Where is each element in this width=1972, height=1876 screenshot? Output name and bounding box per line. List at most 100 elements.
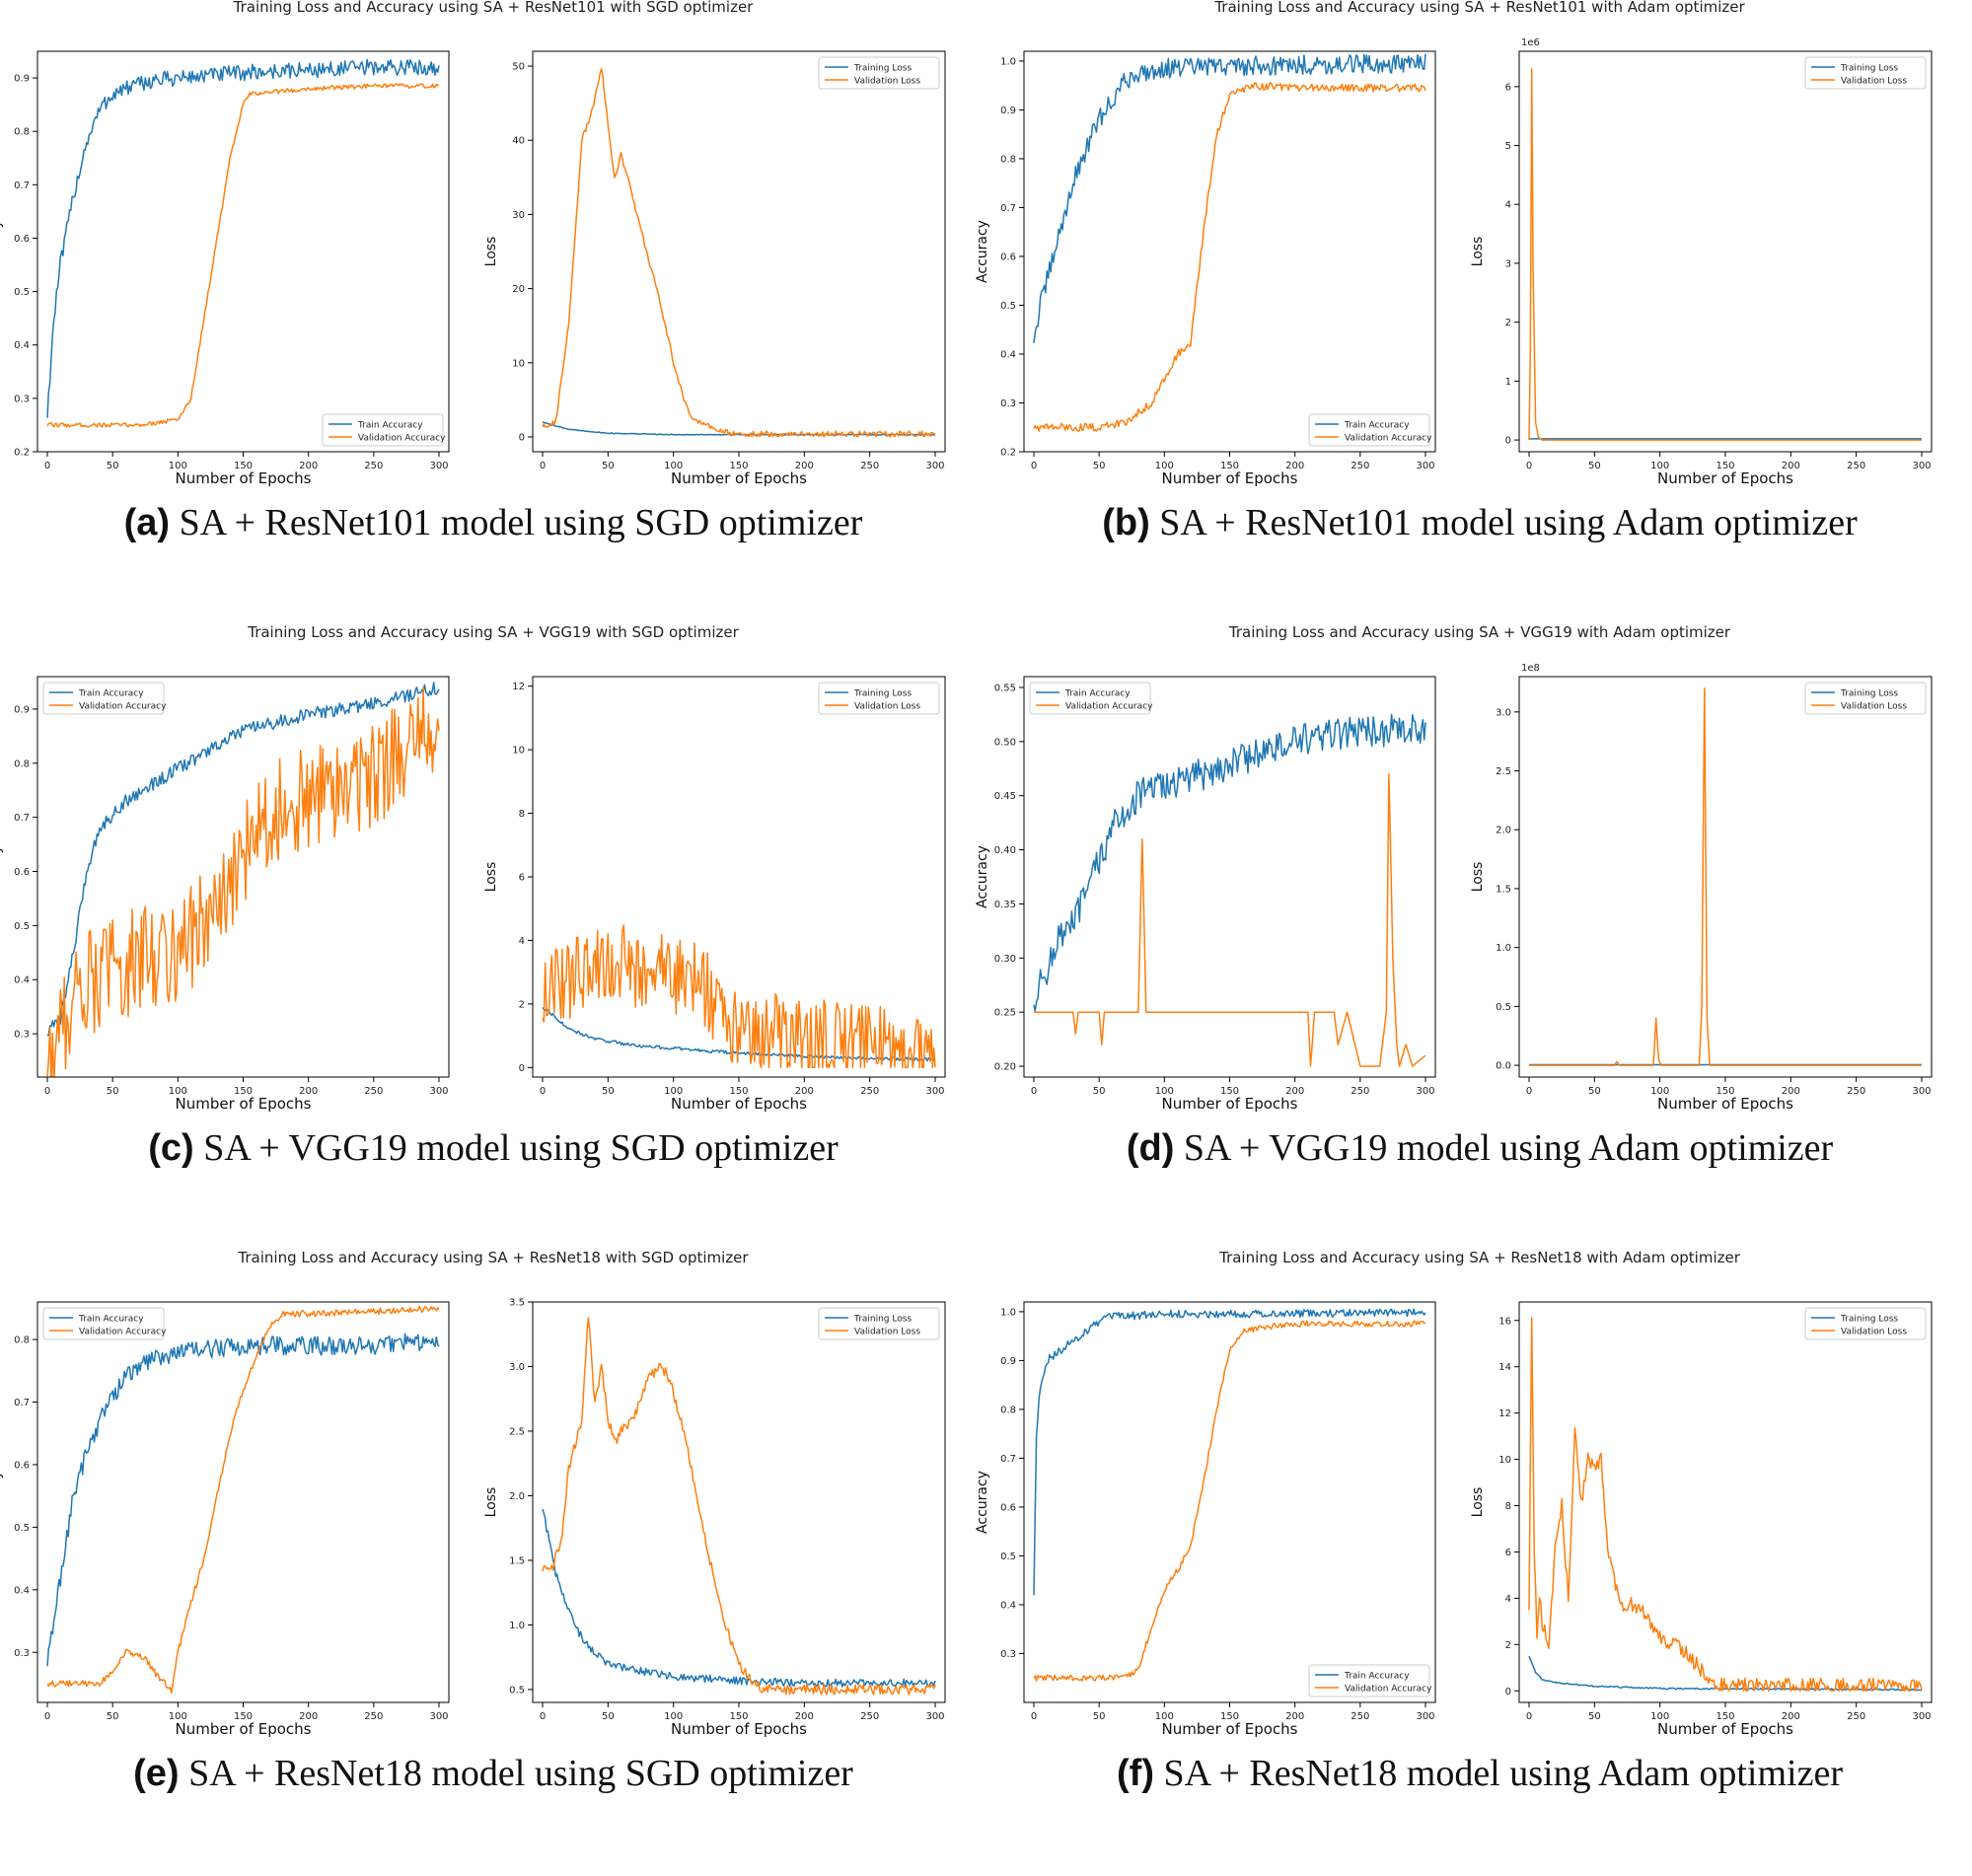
chart-c-accuracy-subplot: 0 50 100 150 200 250 300 0.3 0.4 0.5 0.6 0.7 0.8 0.9 N… [0, 676, 450, 1113]
chart-b-accuracy-xtick-label-2: 100 [1155, 461, 1174, 471]
chart-e-loss-subplot: 0 50 100 150 200 250 300 0.5 1.0 1.5 2.0 2.5 3.0 3.5 N… [483, 1298, 946, 1738]
chart-e-loss-ytick-label-3: 2.0 [509, 1491, 525, 1502]
chart-a-accuracy-line-train [46, 58, 440, 418]
chart-b-loss-ytick-label-5: 5 [1505, 141, 1511, 152]
chart-a-loss-ytick-label-3: 30 [512, 210, 525, 221]
chart-e-accuracy-legend: Train Accuracy Validation Accuracy [42, 1307, 167, 1340]
chart-c-accuracy-ylabel: Accuracy [0, 845, 4, 908]
chart-f-accuracy-ytick-label-4: 0.7 [1000, 1454, 1016, 1465]
chart-c-accuracy-legend-box [42, 682, 165, 715]
chart-c-loss-ytick-label-1: 2 [519, 999, 525, 1010]
chart-e-loss-ylabel: Loss [483, 1487, 499, 1518]
chart-c-accuracy-ytick-label-4: 0.7 [14, 813, 30, 824]
chart-c-loss-subplot: 0 50 100 150 200 250 300 0 2 4 6 8 10 12 Number of Epo… [483, 676, 946, 1113]
chart-b-loss-ytick-label-6: 6 [1505, 82, 1511, 93]
chart-c-accuracy-xtick-label-0: 0 [44, 1086, 50, 1097]
chart-e-loss-ytick-label-6: 3.5 [509, 1298, 525, 1309]
chart-b-accuracy-legend-label-1: Validation Accuracy [1345, 434, 1432, 444]
chart-f-accuracy-ytick-label-1: 0.4 [1000, 1600, 1016, 1611]
chart-a-loss-legend: Training Loss Validation Loss [818, 56, 940, 90]
chart-c-loss-xtick-label-1: 50 [602, 1086, 615, 1097]
chart-d-accuracy-xtick-label-3: 150 [1220, 1086, 1239, 1097]
chart-e-accuracy-xtick-label-4: 200 [299, 1711, 318, 1722]
chart-f-accuracy-line-validation [1033, 1320, 1426, 1682]
chart-e: Training Loss and Accuracy using SA + Re… [0, 1249, 946, 1738]
chart-a-loss-xtick-label-1: 50 [602, 461, 615, 471]
chart-b-accuracy-ylabel: Accuracy [975, 220, 990, 283]
chart-b-loss-legend: Training Loss Validation Loss [1804, 56, 1927, 90]
chart-e-loss-ytick-label-4: 2.5 [509, 1426, 525, 1437]
chart-e-loss-xtick-label-4: 200 [795, 1711, 814, 1722]
chart-f-loss-xtick-label-3: 150 [1716, 1711, 1734, 1722]
chart-c-loss-ytick-label-3: 6 [519, 873, 525, 884]
chart-b-accuracy-xtick-label-4: 200 [1285, 461, 1304, 471]
chart-a-accuracy-xtick-label-0: 0 [44, 461, 50, 471]
caption-e-letter: (e) [133, 1753, 180, 1794]
chart-d-accuracy-ylabel: Accuracy [975, 845, 990, 908]
chart-a-loss-xtick-label-6: 300 [925, 461, 944, 471]
chart-f-loss-subplot: 0 50 100 150 200 250 300 0 2 4 6 8 10 12 14 16 Number of… [1470, 1301, 1933, 1738]
chart-b-title: Training Loss and Accuracy using SA + Re… [1213, 0, 1745, 16]
chart-f-accuracy-xtick-label-3: 150 [1220, 1711, 1239, 1722]
chart-b-loss-line-validation [1528, 68, 1922, 441]
chart-d-accuracy-xtick-label-4: 200 [1285, 1086, 1304, 1097]
chart-c-accuracy-xlabel: Number of Epochs [176, 1095, 312, 1113]
chart-f-loss-line-validation [1528, 1317, 1923, 1693]
chart-c-accuracy-xtick-label-2: 100 [169, 1086, 187, 1097]
caption-f-text: SA + ResNet18 model using Adam optimizer [1153, 1753, 1843, 1794]
chart-a-accuracy-ytick-label-6: 0.8 [14, 127, 30, 138]
chart-d-accuracy-xtick-label-0: 0 [1031, 1086, 1037, 1097]
chart-a-loss-ytick-label-5: 50 [512, 62, 525, 73]
chart-b-loss-xtick-label-2: 100 [1650, 461, 1669, 471]
chart-e-accuracy-ytick-label-5: 0.8 [14, 1335, 30, 1346]
chart-d-loss-legend-box [1804, 682, 1927, 715]
chart-b-accuracy-xtick-label-5: 250 [1351, 461, 1369, 471]
chart-e-loss-xtick-label-0: 0 [540, 1711, 546, 1722]
chart-c-accuracy-line-validation [46, 686, 440, 1077]
chart-f-accuracy-subplot: 0 50 100 150 200 250 300 0.3 0.4 0.5 0.6 0.7 0.8 0.9 1… [975, 1301, 1436, 1738]
chart-f-loss-ytick-label-2: 4 [1505, 1594, 1511, 1605]
chart-e-accuracy-xtick-label-5: 250 [364, 1711, 383, 1722]
chart-b-accuracy-ytick-label-3: 0.5 [1000, 301, 1016, 312]
chart-a-accuracy-ytick-label-3: 0.5 [14, 287, 30, 298]
chart-e-loss-xtick-label-3: 150 [729, 1711, 748, 1722]
chart-d-loss-ytick-label-3: 1.5 [1496, 884, 1511, 895]
chart-c-loss-xlabel: Number of Epochs [671, 1095, 807, 1113]
chart-f-loss-ytick-label-5: 10 [1498, 1455, 1511, 1466]
chart-f-accuracy-xtick-label-1: 50 [1093, 1711, 1106, 1722]
chart-f-loss-ytick-label-4: 8 [1505, 1501, 1511, 1512]
chart-c-loss-legend-box [818, 682, 940, 715]
chart-b-accuracy-ytick-label-1: 0.3 [1000, 398, 1016, 409]
chart-b-accuracy-xtick-label-6: 300 [1416, 461, 1434, 471]
chart-c-accuracy-ytick-label-6: 0.9 [14, 704, 30, 715]
chart-e-accuracy-ytick-label-1: 0.4 [14, 1585, 30, 1596]
chart-d-accuracy-line-validation [1034, 773, 1426, 1067]
chart-d-loss-xlabel: Number of Epochs [1657, 1095, 1793, 1113]
chart-a-accuracy-xtick-label-2: 100 [169, 461, 187, 471]
caption-a-text: SA + ResNet101 model using SGD optimizer [170, 502, 863, 543]
chart-b-accuracy-legend-label-0: Train Accuracy [1344, 421, 1410, 431]
chart-d-loss-legend-label-1: Validation Loss [1841, 702, 1907, 712]
chart-f-loss-ytick-label-1: 2 [1505, 1640, 1511, 1651]
chart-a-loss-legend-label-1: Validation Loss [854, 77, 920, 87]
chart-a-accuracy-ytick-label-1: 0.3 [14, 394, 30, 404]
chart-e-accuracy-xtick-label-1: 50 [107, 1711, 119, 1722]
chart-b-loss-legend-box [1804, 56, 1927, 90]
chart-f-loss-ytick-label-6: 12 [1498, 1408, 1511, 1419]
caption-f-letter: (f) [1117, 1753, 1154, 1794]
chart-b-loss-scale-label: 1e6 [1521, 37, 1540, 48]
chart-f-loss-xtick-label-0: 0 [1526, 1711, 1532, 1722]
chart-f-accuracy-legend-box [1308, 1664, 1430, 1697]
chart-f-loss-xtick-label-5: 250 [1847, 1711, 1865, 1722]
chart-b-loss-xtick-label-1: 50 [1588, 461, 1601, 471]
chart-d-loss-legend-label-0: Training Loss [1840, 689, 1898, 699]
chart-c-loss-xtick-label-4: 200 [795, 1086, 814, 1097]
chart-a-accuracy-xtick-label-5: 250 [364, 461, 383, 471]
chart-b-loss-ytick-label-4: 4 [1505, 200, 1511, 211]
chart-b-loss-xlabel: Number of Epochs [1657, 469, 1793, 487]
chart-c-loss-ytick-label-0: 0 [519, 1063, 525, 1074]
chart-f-loss-xtick-label-6: 300 [1912, 1711, 1931, 1722]
chart-c-accuracy-xtick-label-3: 150 [234, 1086, 253, 1097]
chart-d-loss-ytick-label-6: 3.0 [1496, 707, 1511, 718]
chart-a: Training Loss and Accuracy using SA + Re… [0, 0, 946, 487]
